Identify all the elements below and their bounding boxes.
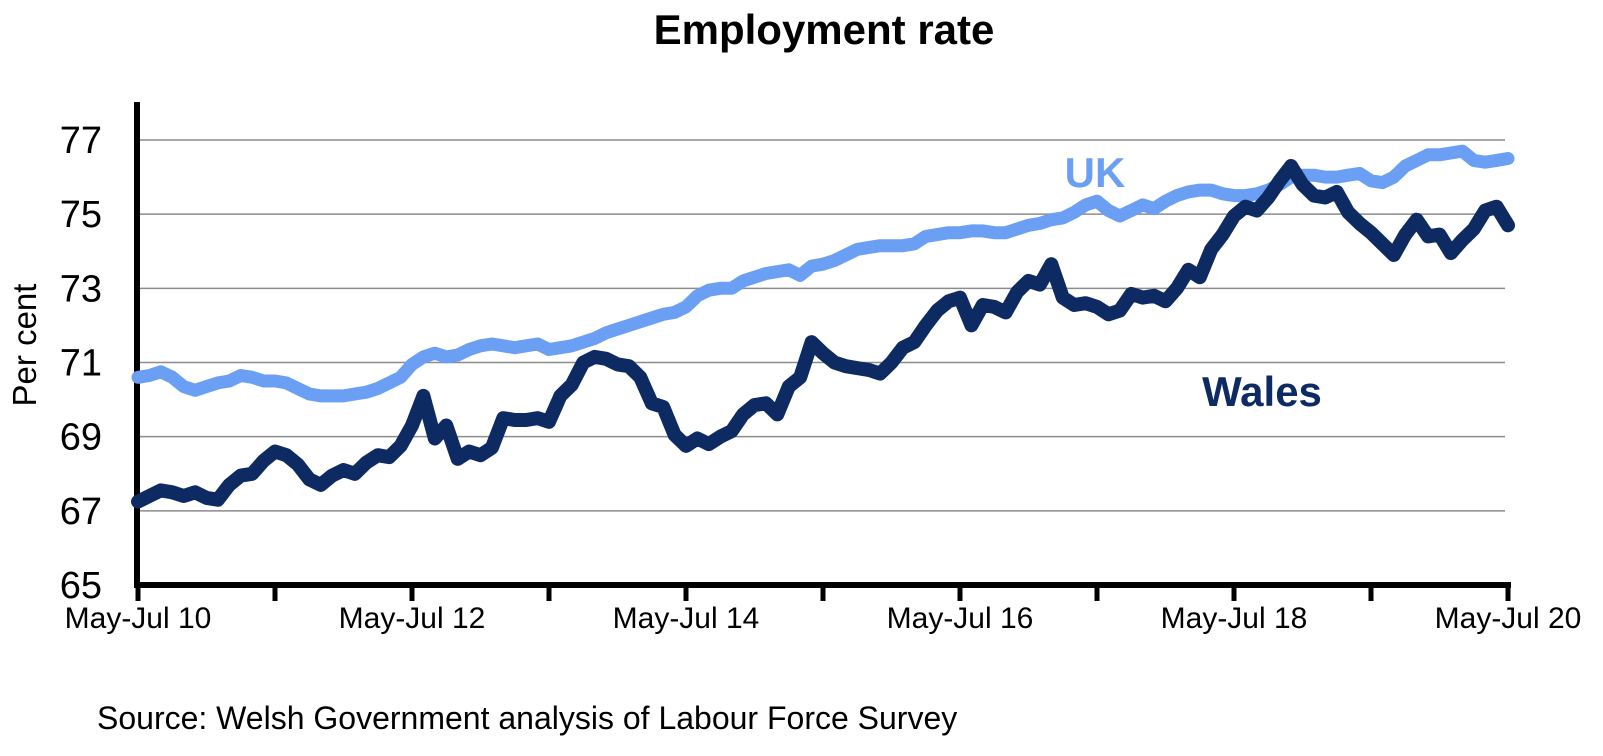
x-tick-label: May-Jul 10 bbox=[65, 602, 212, 635]
source-note: Source: Welsh Government analysis of Lab… bbox=[97, 700, 958, 736]
y-tick-label: 71 bbox=[60, 343, 102, 385]
y-tick-label: 75 bbox=[60, 194, 102, 236]
uk-series-label: UK bbox=[1064, 149, 1126, 196]
wales-series-label: Wales bbox=[1202, 368, 1322, 415]
y-tick-label: 69 bbox=[60, 417, 102, 459]
y-tick-label: 77 bbox=[60, 120, 102, 162]
y-tick-label: 65 bbox=[60, 565, 102, 607]
y-tick-label: 67 bbox=[60, 491, 102, 533]
x-tick-label: May-Jul 18 bbox=[1161, 602, 1308, 635]
wales-line bbox=[131, 159, 1515, 509]
x-tick-label: May-Jul 14 bbox=[613, 602, 760, 635]
x-tick-label: May-Jul 16 bbox=[887, 602, 1034, 635]
x-tick-label: May-Jul 20 bbox=[1435, 602, 1582, 635]
chart-title: Employment rate bbox=[653, 6, 995, 53]
y-tick-label: 73 bbox=[60, 268, 102, 310]
x-tick-label: May-Jul 12 bbox=[339, 602, 486, 635]
